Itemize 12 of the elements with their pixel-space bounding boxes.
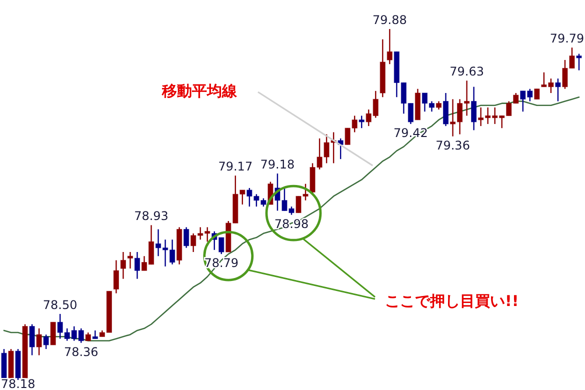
annotation: 78.36 xyxy=(64,344,98,359)
annotation: 79.36 xyxy=(436,138,470,152)
annotation: 79.79 xyxy=(550,32,584,46)
annotation: 移動平均線 xyxy=(161,82,238,100)
annotation: 78.50 xyxy=(42,298,78,312)
annotation: 79.17 xyxy=(218,160,253,174)
annotation: 79.18 xyxy=(260,158,295,172)
annotation: 79.63 xyxy=(450,64,484,79)
annotation: 79.88 xyxy=(372,13,407,27)
annotation: 78.18 xyxy=(0,377,36,390)
annotation: ここで押し目買い!! xyxy=(385,292,519,310)
annotation: 78.93 xyxy=(134,209,168,224)
